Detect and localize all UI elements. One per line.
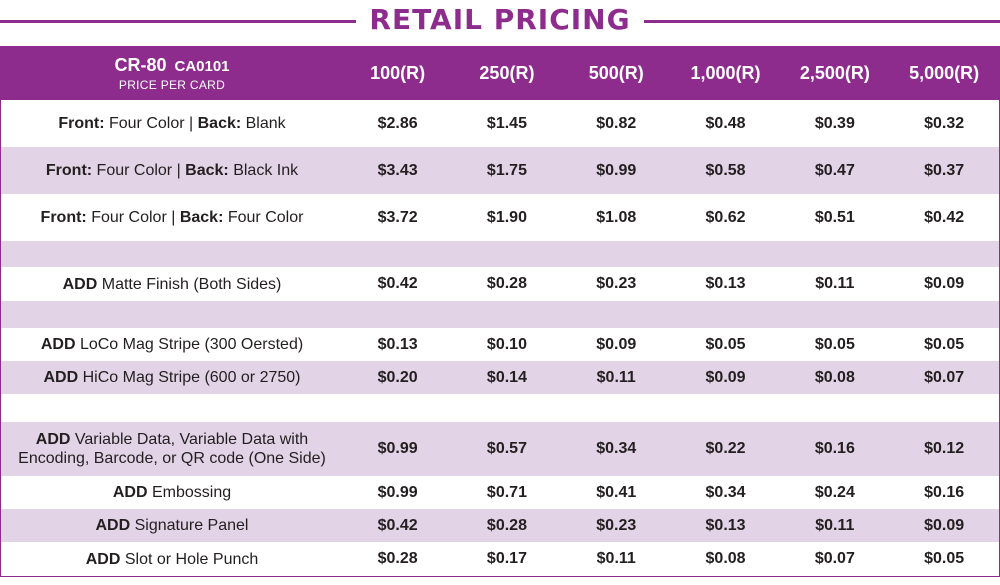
table-row: ADD Variable Data, Variable Data with Enc… [1, 422, 999, 476]
price-cell: $0.23 [596, 275, 637, 292]
price-cell: $0.34 [596, 440, 637, 457]
row-label: ADD Embossing [112, 484, 232, 501]
column-header: 1,000(R) [690, 62, 761, 83]
price-cell: $0.05 [705, 335, 746, 353]
spacer-row [1, 241, 999, 267]
price-cell: $0.05 [814, 335, 855, 353]
row-label: ADD Signature Panel [95, 517, 249, 534]
table-row: Front: Four Color | Back: Black Ink $3.4… [1, 147, 999, 194]
column-header: 100(R) [370, 62, 426, 83]
price-cell: $0.09 [924, 516, 965, 534]
price-cell: $0.58 [705, 161, 746, 179]
price-cell: $0.07 [814, 550, 855, 567]
price-cell: $0.14 [486, 368, 527, 386]
row-label: ADD Variable Data, Variable Data with Enc… [18, 431, 326, 467]
price-cell: $0.37 [924, 161, 965, 179]
column-header: 2,500(R) [799, 62, 870, 83]
price-cell: $2.86 [377, 114, 418, 132]
price-cell: $0.34 [705, 483, 746, 501]
row-label: ADD HiCo Mag Stripe (600 or 2750) [43, 369, 301, 386]
price-cell: $0.12 [924, 440, 965, 457]
price-cell: $0.11 [815, 516, 855, 534]
table-row: Front: Four Color | Back: Four Color $3.… [1, 194, 999, 241]
price-cell: $0.13 [377, 335, 418, 353]
title-rule-right [644, 20, 1000, 23]
price-cell: $0.10 [486, 335, 527, 353]
table-row: Front: Four Color | Back: Blank $2.86 $1… [1, 100, 999, 147]
product-name: CR-80 [114, 54, 167, 75]
table-row: ADD Matte Finish (Both Sides) $0.42 $0.2… [1, 267, 999, 301]
column-header: 500(R) [588, 62, 644, 83]
price-cell: $0.32 [924, 114, 965, 132]
price-cell: $0.05 [924, 550, 965, 567]
price-cell: $0.28 [486, 516, 527, 534]
price-cell: $0.13 [705, 516, 746, 534]
price-cell: $0.09 [705, 368, 746, 386]
price-cell: $0.11 [596, 368, 636, 386]
header-product-cell: CR-80 CA0101 PRICE PER CARD [1, 55, 343, 92]
price-cell: $0.51 [814, 208, 855, 226]
price-cell: $0.09 [596, 335, 637, 353]
table-row: ADD Embossing $0.99 $0.71 $0.41 $0.34 $0… [1, 476, 999, 509]
price-cell: $0.05 [924, 335, 965, 353]
price-cell: $0.22 [705, 440, 746, 457]
price-cell: $0.08 [705, 550, 746, 567]
row-label: ADD Matte Finish (Both Sides) [62, 275, 282, 293]
product-code: CA0101 [174, 57, 230, 75]
row-label: Front: Four Color | Back: Four Color [40, 209, 304, 226]
price-cell: $0.20 [377, 368, 418, 386]
table-row: ADD Signature Panel $0.42 $0.28 $0.23 $0… [1, 509, 999, 542]
price-cell: $0.16 [814, 440, 855, 457]
price-cell: $0.42 [924, 208, 965, 226]
price-cell: $0.07 [924, 368, 965, 386]
price-cell: $0.71 [486, 483, 527, 501]
price-cell: $0.11 [596, 550, 636, 567]
spacer-row [1, 394, 999, 422]
price-cell: $0.62 [705, 208, 746, 226]
pricing-table: CR-80 CA0101 PRICE PER CARD 100(R) 250(R)… [0, 46, 1000, 577]
price-cell: $0.11 [815, 275, 855, 292]
row-label: ADD Slot or Hole Punch [85, 550, 259, 568]
price-cell: $0.41 [596, 483, 637, 501]
row-label: Front: Four Color | Back: Blank [58, 115, 286, 132]
price-cell: $0.99 [377, 440, 418, 457]
price-cell: $0.42 [377, 275, 418, 292]
price-cell: $0.99 [596, 161, 637, 179]
price-cell: $0.24 [814, 483, 855, 501]
price-cell: $0.28 [486, 275, 527, 292]
table-row: ADD HiCo Mag Stripe (600 or 2750) $0.20 … [1, 361, 999, 394]
price-cell: $0.42 [377, 516, 418, 534]
table-row: ADD Slot or Hole Punch $0.28 $0.17 $0.11… [1, 542, 999, 576]
price-cell: $0.09 [924, 275, 965, 292]
price-cell: $0.99 [377, 483, 418, 501]
column-header: 5,000(R) [909, 62, 980, 83]
price-cell: $1.75 [486, 161, 527, 179]
price-cell: $1.90 [486, 208, 527, 226]
page-title: RETAIL PRICING [369, 3, 631, 36]
table-row: ADD LoCo Mag Stripe (300 Oersted) $0.13 … [1, 328, 999, 361]
price-cell: $0.08 [814, 368, 855, 386]
price-cell: $0.28 [377, 550, 418, 567]
price-cell: $1.08 [596, 208, 637, 226]
price-cell: $0.13 [705, 275, 746, 292]
price-cell: $0.48 [705, 114, 746, 132]
table-header: CR-80 CA0101 PRICE PER CARD 100(R) 250(R)… [1, 46, 999, 100]
price-cell: $0.82 [596, 114, 637, 132]
price-cell: $0.47 [814, 161, 855, 179]
price-cell: $0.23 [596, 516, 637, 534]
price-cell: $3.43 [377, 161, 418, 179]
title-rule-left [0, 20, 356, 23]
row-label: Front: Four Color | Back: Black Ink [45, 162, 299, 179]
column-header: 250(R) [479, 62, 535, 83]
price-cell: $0.57 [486, 440, 527, 457]
price-cell: $0.16 [924, 483, 965, 501]
spacer-row [1, 301, 999, 328]
price-cell: $0.17 [486, 550, 527, 567]
title-bar: RETAIL PRICING [0, 0, 1000, 46]
price-cell: $0.39 [814, 114, 855, 132]
row-label: ADD LoCo Mag Stripe (300 Oersted) [40, 336, 304, 353]
price-cell: $1.45 [486, 114, 527, 132]
price-cell: $3.72 [377, 208, 418, 226]
price-per-card-label: PRICE PER CARD [118, 77, 226, 92]
